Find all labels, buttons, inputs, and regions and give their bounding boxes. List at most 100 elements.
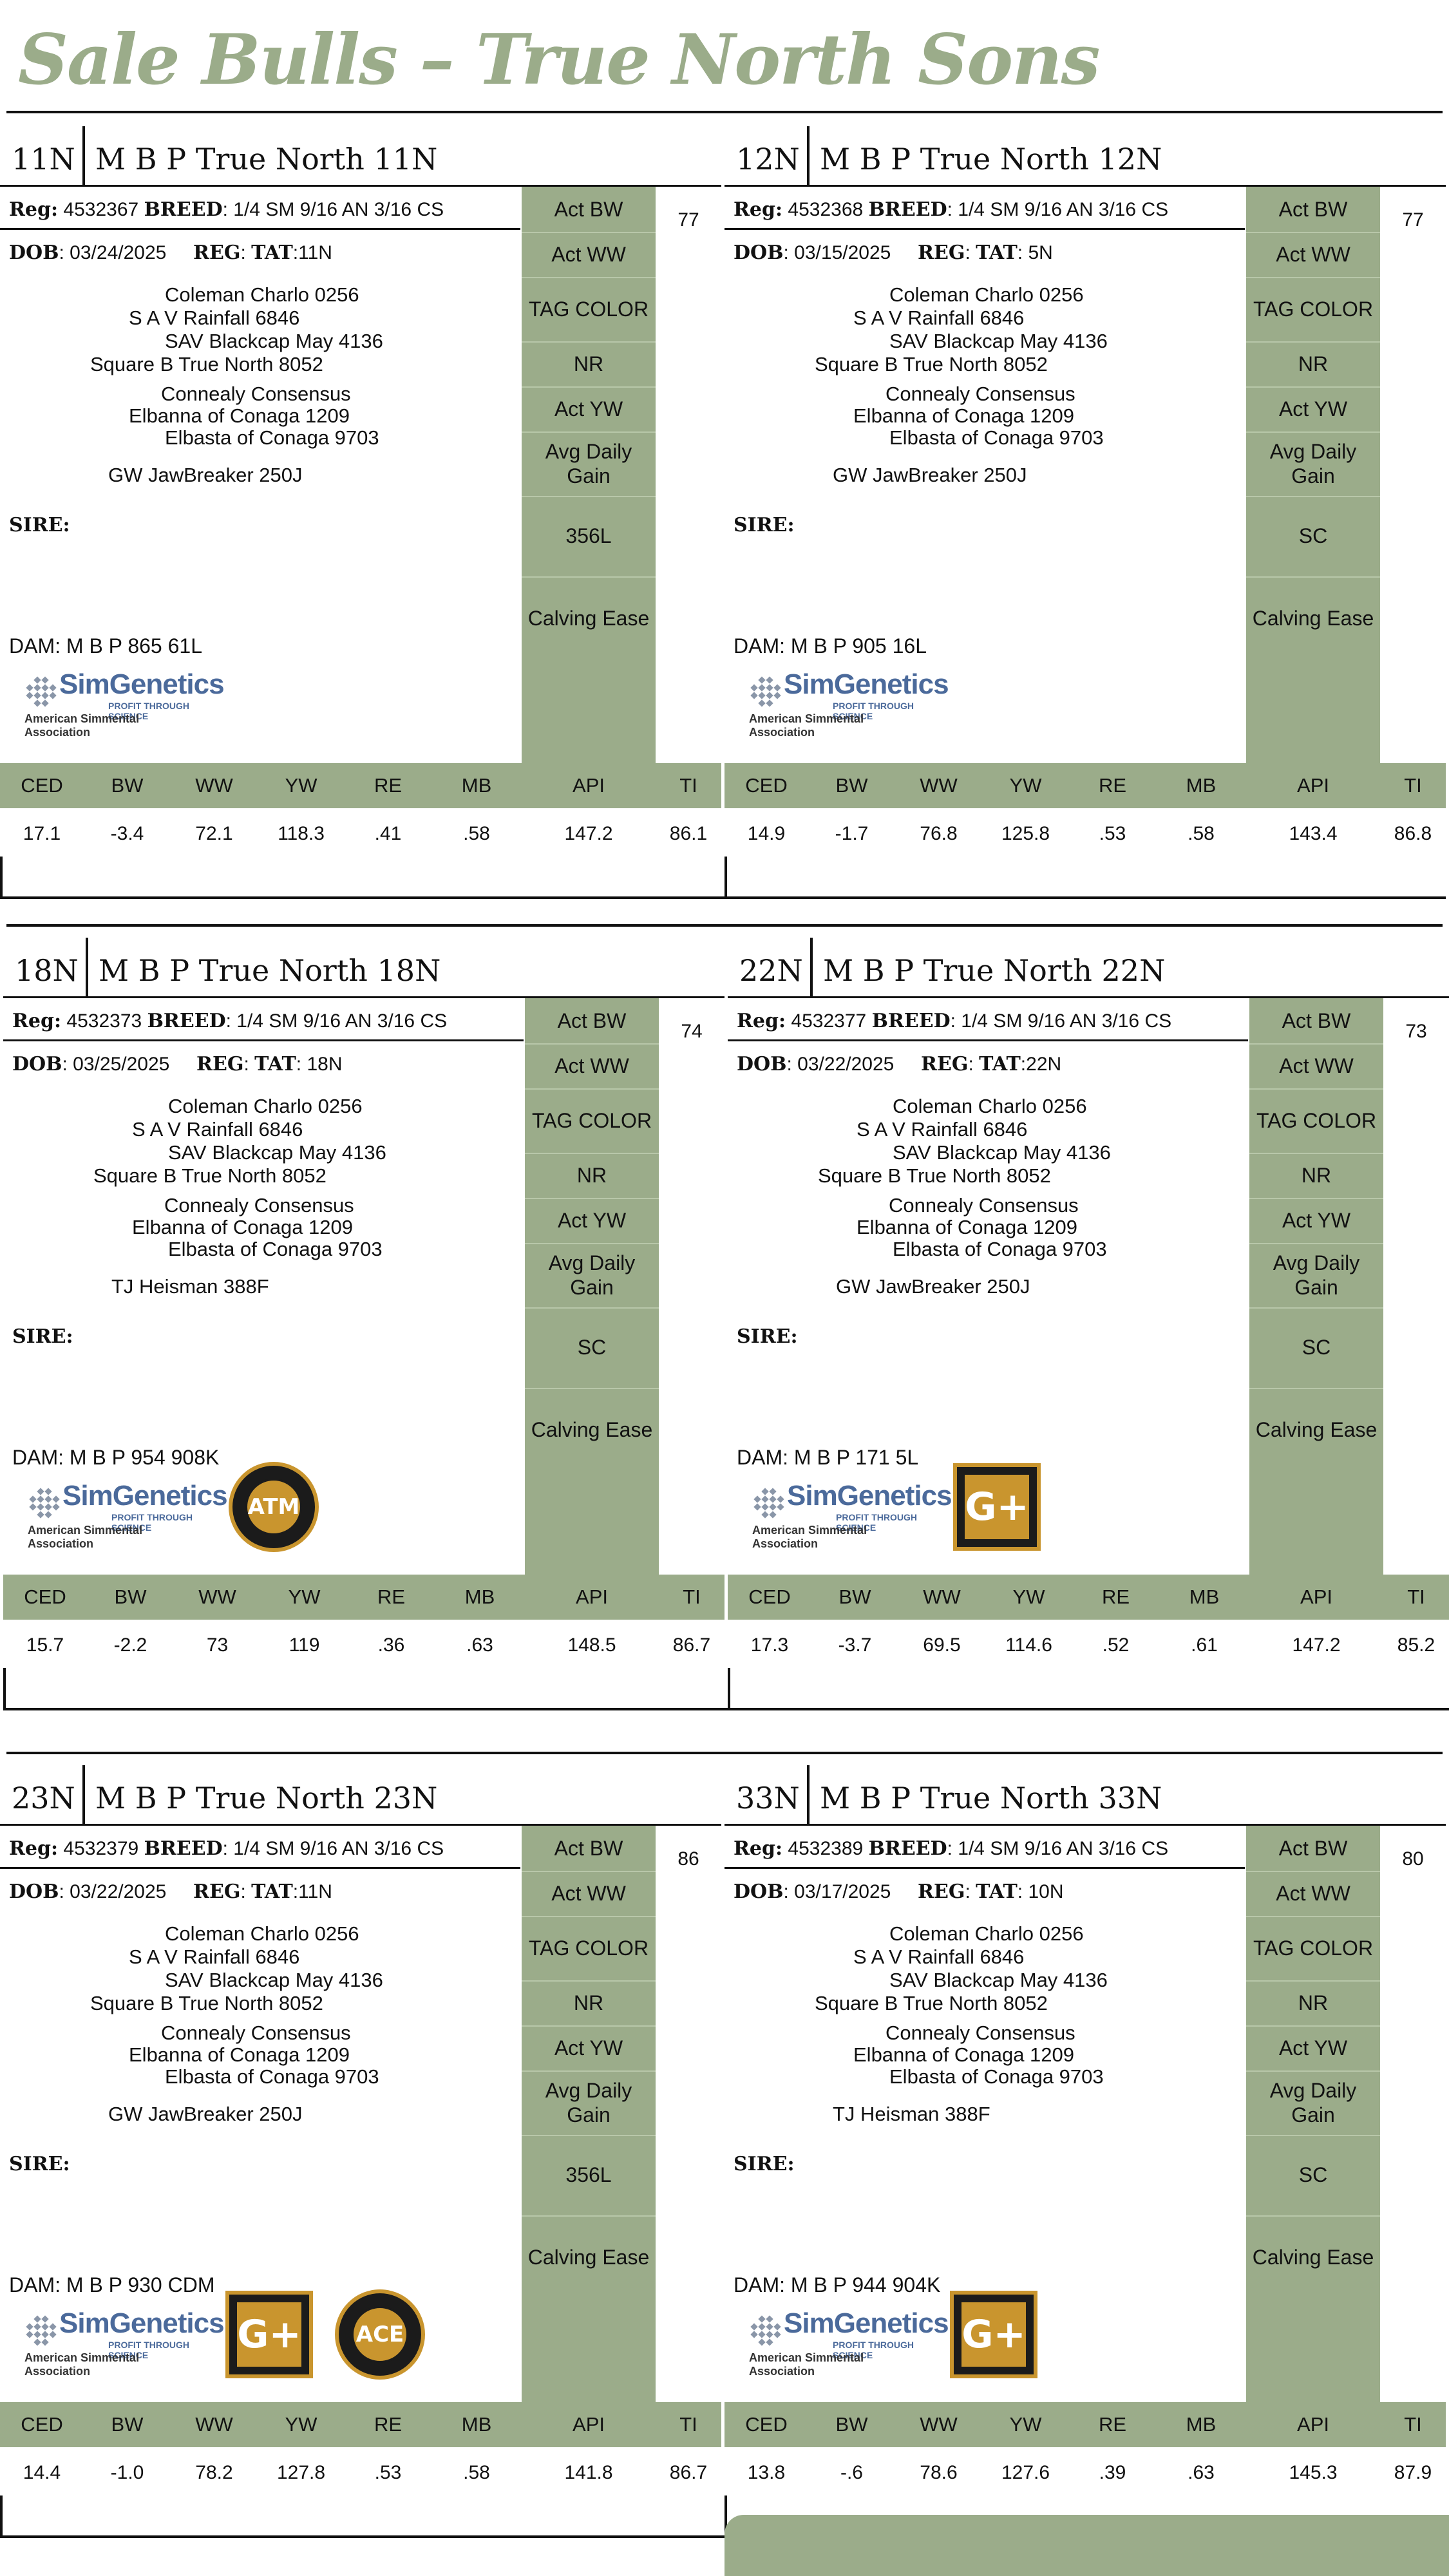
side-divider (522, 2135, 656, 2136)
registration-line: Reg: 4532368 BREED: 1/4 SM 9/16 AN 3/16 … (734, 198, 1168, 221)
card-header: 22N M B P True North 22N (728, 921, 1449, 998)
side-label-act-yw: Act YW (1278, 397, 1348, 421)
side-divider (522, 576, 656, 578)
simgenetics-dots-icon (29, 1488, 60, 1519)
breed-value: : 1/4 SM 9/16 AN 3/16 CS (222, 1838, 444, 1859)
epd-header-yw: YW (285, 774, 317, 797)
side-label-nr: NR (1301, 1163, 1332, 1187)
side-label-nr: NR (576, 1163, 607, 1187)
epd-header-api: API (1297, 2413, 1329, 2436)
pedigree-sss: Coleman Charlo 0256 (889, 283, 1084, 306)
reg-label: Reg: (9, 198, 59, 221)
side-divider (1249, 1153, 1383, 1154)
dam-line: DAM: M B P 171 5L (737, 1446, 919, 1469)
registration-line: Reg: 4532373 BREED: 1/4 SM 9/16 AN 3/16 … (12, 1010, 447, 1032)
dam-line: DAM: M B P 944 904K (734, 2273, 941, 2297)
side-divider (522, 1871, 656, 1872)
epd-value-ti: 86.1 (669, 823, 708, 844)
card-bottom-rule (728, 1708, 1449, 1710)
ace-badge-label: ACE (352, 2306, 408, 2363)
dam-line: DAM: M B P 930 CDM (9, 2273, 215, 2297)
epd-header-ti: TI (679, 774, 697, 797)
pedigree-sds: Connealy Consensus (886, 2022, 1075, 2044)
side-label-act-ww: Act WW (1279, 1054, 1354, 1077)
epd-header-ti: TI (1404, 774, 1422, 797)
card-header: 23N M B P True North 23N (0, 1748, 721, 1826)
pedigree-ss: S A V Rainfall 6846 (857, 1118, 1028, 1141)
side-divider (1246, 2135, 1380, 2136)
pedigree-ssd: SAV Blackcap May 4136 (893, 1141, 1111, 1164)
epd-header-bw: BW (111, 2413, 144, 2436)
side-divider (1249, 1388, 1383, 1389)
dob-line: DOB: 03/15/2025 REG: TAT: 5N (734, 242, 1053, 264)
epd-header-ti: TI (1404, 2413, 1422, 2436)
tat-label: TAT (254, 1053, 296, 1075)
reg-divider (724, 228, 1245, 230)
card-bottom-rule (3, 1708, 728, 1710)
side-label-sc: SC (577, 1336, 607, 1359)
card-header: 33N M B P True North 33N (724, 1748, 1446, 1826)
side-label-nr: NR (573, 1991, 604, 2014)
epd-value-ww: 78.2 (195, 2462, 233, 2483)
gplus-badge-icon: G+ (225, 2291, 313, 2378)
side-divider (522, 431, 656, 433)
gplus-badge-label: G+ (237, 2302, 301, 2367)
bull-name: M B P True North 22N (823, 953, 1166, 988)
section-divider (6, 924, 1443, 927)
act-bw-value: 74 (681, 1021, 703, 1042)
gplus-badge-icon: G+ (953, 1463, 1041, 1551)
epd-value-yw: 119 (289, 1634, 320, 1656)
epd-header-bw: BW (111, 774, 144, 797)
epd-value-yw: 127.8 (276, 2462, 326, 2483)
side-label-act-bw: Act BW (554, 197, 623, 221)
reg2-label: REG (193, 1880, 241, 1903)
side-label-nr: NR (573, 352, 604, 375)
side-label-calving-ease: Calving Ease (1255, 1417, 1378, 1441)
dob-line: DOB: 03/17/2025 REG: TAT: 10N (734, 1880, 1064, 1903)
side-label-avg-daily-gain: Avg Daily Gain (1269, 439, 1357, 488)
side-label-tag-color: TAG COLOR (1253, 1936, 1374, 1960)
simgenetics-dots-icon (750, 2315, 781, 2346)
epd-value-re: .36 (377, 1634, 405, 1656)
epd-header-ced: CED (21, 774, 63, 797)
breed-value: : 1/4 SM 9/16 AN 3/16 CS (950, 1010, 1172, 1032)
side-divider (1246, 2070, 1380, 2072)
reg-number: 4532377 (791, 1010, 867, 1032)
side-label-avg-daily-gain: Avg Daily Gain (545, 439, 632, 488)
sire-label: SIRE: (737, 1325, 798, 1348)
breed-value: : 1/4 SM 9/16 AN 3/16 CS (222, 199, 444, 220)
side-divider (1246, 576, 1380, 578)
epd-value-mb: .58 (463, 2462, 490, 2483)
epd-value-ced: 17.3 (750, 1634, 789, 1656)
logo-org: American Simmental Association (24, 2351, 140, 2378)
epd-header-ced: CED (24, 1586, 66, 1608)
side-divider (1246, 496, 1380, 497)
tag-code: 23N (12, 1781, 75, 1815)
act-bw-value: 77 (1402, 209, 1424, 231)
epd-value-ti: 86.7 (672, 1634, 711, 1656)
simgenetics-logo: SimGenetics PROFIT THROUGH SCIENCE Ameri… (749, 668, 949, 739)
epd-value-yw: 125.8 (1001, 823, 1050, 844)
bull-card-33n: 33N M B P True North 33N Reg: 4532389 BR… (724, 1748, 1446, 2538)
tat-value: : 10N (1017, 1881, 1064, 1902)
epd-value-mb: .58 (463, 823, 490, 844)
epd-value-bw: -2.2 (113, 1634, 147, 1656)
pedigree-ss: S A V Rainfall 6846 (853, 1946, 1025, 1968)
gplus-badge-icon: G+ (950, 2291, 1037, 2378)
breed-value: : 1/4 SM 9/16 AN 3/16 CS (947, 199, 1169, 220)
side-label-calving-ease: Calving Ease (1252, 606, 1374, 630)
side-divider (1246, 2025, 1380, 2027)
pedigree-sds: Connealy Consensus (161, 2022, 351, 2044)
side-divider (525, 1088, 659, 1090)
card-header: 11N M B P True North 11N (0, 109, 721, 187)
gplus-badge-label: G+ (961, 2302, 1026, 2367)
header-divider (82, 1765, 85, 1826)
side-divider (1246, 431, 1380, 433)
data-sidebar: Act BW Act WW TAG COLOR NR Act YW Avg Daily G… (1249, 998, 1383, 1575)
epd-value-mb: .61 (1191, 1634, 1218, 1656)
breed-value: : 1/4 SM 9/16 AN 3/16 CS (947, 1838, 1169, 1859)
side-label-356l: 356L (565, 524, 612, 548)
epd-header-mb: MB (461, 2413, 492, 2436)
side-label-nr: NR (1298, 1991, 1329, 2014)
card-header: 18N M B P True North 18N (3, 921, 724, 998)
